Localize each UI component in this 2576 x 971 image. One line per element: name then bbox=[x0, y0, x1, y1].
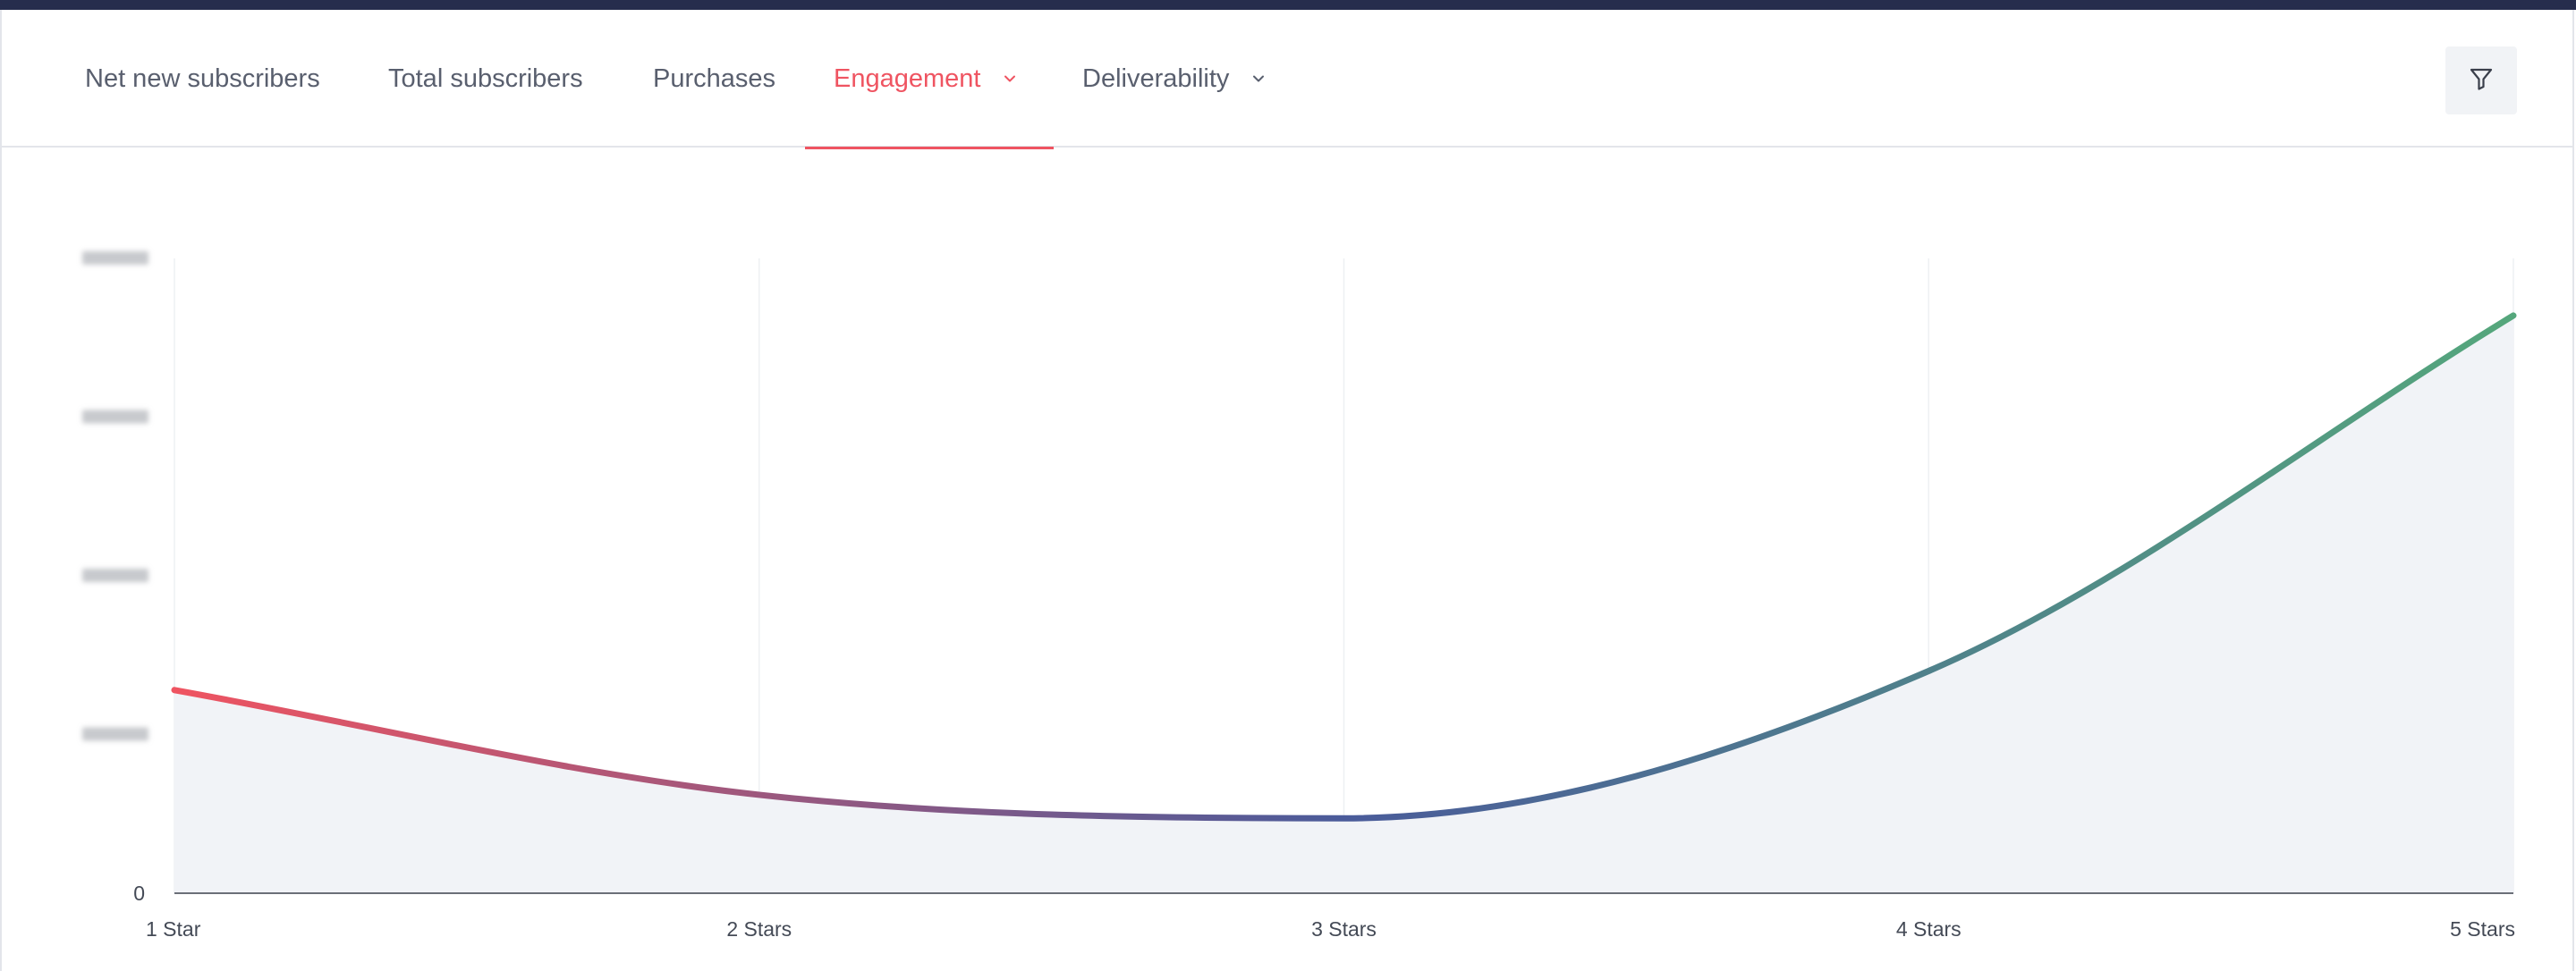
data-point bbox=[1926, 669, 1931, 674]
data-point bbox=[1342, 815, 1347, 821]
tab-label: Total subscribers bbox=[388, 63, 583, 93]
y-tick-label: 0 bbox=[133, 882, 145, 905]
tab-total-subscribers[interactable]: Total subscribers bbox=[360, 10, 612, 148]
x-tick-label: 5 Stars bbox=[2450, 917, 2515, 941]
engagement-card: Net new subscribers Total subscribers Pu… bbox=[0, 10, 2574, 971]
x-tick-label: 4 Stars bbox=[1896, 917, 1962, 941]
y-tick-label-blurred bbox=[82, 569, 148, 582]
tab-bar: Net new subscribers Total subscribers Pu… bbox=[2, 10, 2572, 149]
top-accent-bar bbox=[0, 0, 2576, 10]
tab-label: Engagement bbox=[834, 63, 981, 93]
data-point bbox=[172, 688, 177, 693]
data-point bbox=[2511, 313, 2516, 318]
x-tick-label: 2 Stars bbox=[726, 917, 792, 941]
series-line bbox=[171, 312, 2517, 822]
tab-deliverability[interactable]: Deliverability bbox=[1054, 10, 1295, 148]
filter-button[interactable] bbox=[2445, 46, 2517, 114]
chevron-down-icon bbox=[1250, 71, 1267, 87]
chart-svg: 01 Star 2 Stars 3 Stars 4 Stars 5 Stars bbox=[82, 251, 2517, 941]
x-tick-label: 3 Stars bbox=[1311, 917, 1377, 941]
data-point bbox=[757, 792, 762, 798]
tab-label: Net new subscribers bbox=[85, 63, 320, 93]
tab-purchases[interactable]: Purchases bbox=[624, 10, 804, 148]
tab-engagement[interactable]: Engagement bbox=[805, 10, 1054, 149]
chevron-down-icon bbox=[1002, 71, 1018, 87]
filter-icon bbox=[2468, 65, 2495, 97]
tab-net-new-subscribers[interactable]: Net new subscribers bbox=[56, 10, 349, 148]
tab-label: Purchases bbox=[653, 63, 776, 93]
y-tick-label-blurred bbox=[82, 727, 148, 741]
area-fill bbox=[174, 315, 2513, 893]
tab-label: Deliverability bbox=[1082, 63, 1230, 93]
y-tick-label-blurred bbox=[82, 410, 148, 424]
x-tick-label: 1 Star bbox=[146, 917, 201, 941]
y-tick-label-blurred bbox=[82, 251, 148, 265]
